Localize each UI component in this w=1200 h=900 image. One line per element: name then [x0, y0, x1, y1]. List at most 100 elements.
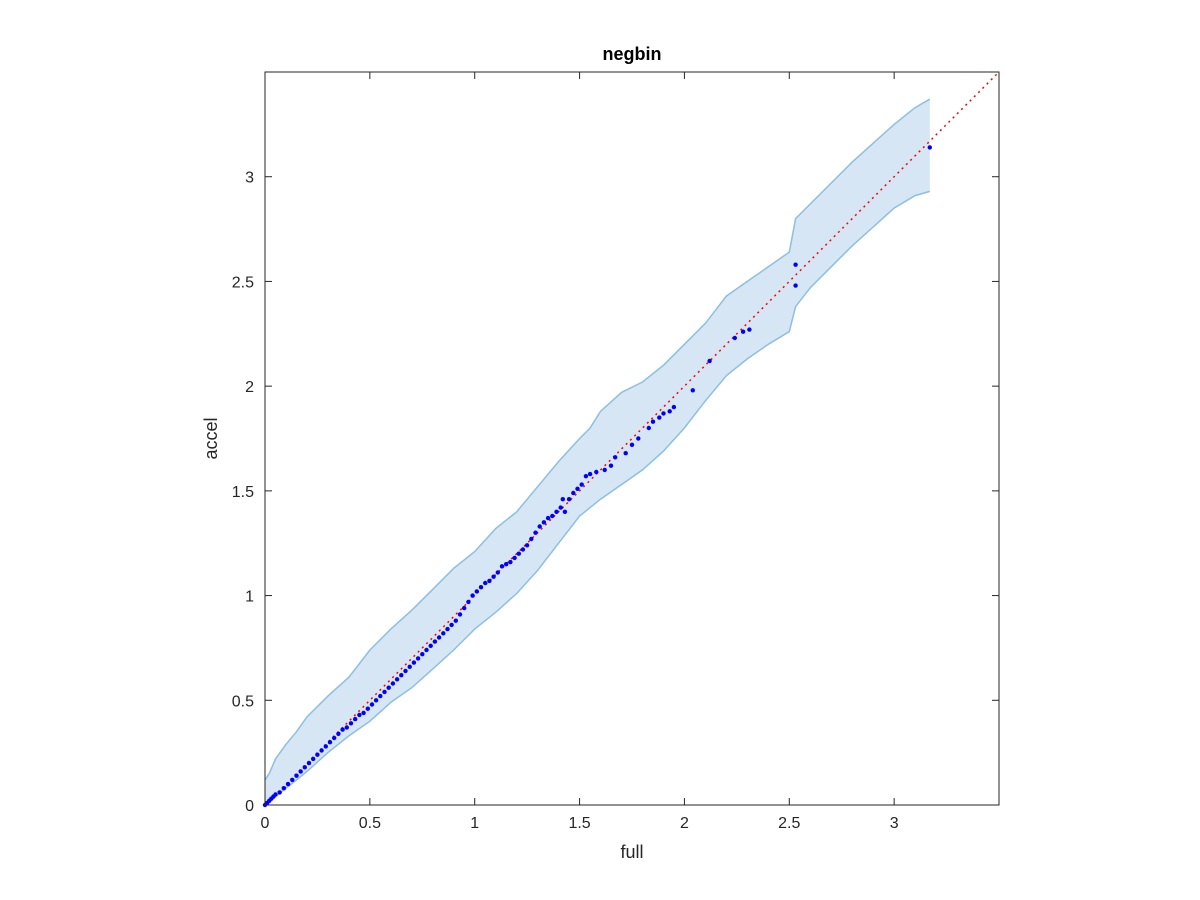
x-tick-label: 0: [261, 815, 270, 832]
y-tick-label: 1.5: [232, 484, 254, 501]
data-point: [483, 580, 488, 586]
x-tick-label: 3: [890, 815, 899, 832]
data-point: [623, 451, 628, 456]
data-point: [390, 681, 396, 686]
data-point: [348, 721, 354, 726]
data-point: [290, 777, 295, 783]
band-upper-edge: [264, 98, 931, 781]
data-point: [378, 693, 383, 699]
data-point: [394, 677, 400, 682]
data-point: [361, 710, 366, 716]
data-point: [537, 524, 542, 529]
data-point: [369, 702, 375, 707]
data-point: [554, 509, 559, 514]
data-point: [740, 329, 746, 334]
data-point: [646, 425, 651, 431]
data-point: [495, 570, 500, 575]
axes: 0 0.5 1 1.5 2 2.5 3 0 0.5 1 1.5 2 2.5 3: [232, 71, 1000, 832]
data-point: [608, 463, 614, 468]
data-point: [386, 685, 391, 690]
data-point: [281, 786, 287, 791]
data-point: [533, 530, 538, 535]
data-point: [575, 486, 580, 491]
data-point: [487, 578, 492, 584]
data-point: [650, 419, 656, 424]
data-point: [657, 415, 662, 420]
data-point: [545, 515, 551, 521]
data-point: [327, 740, 333, 745]
y-tick-label: 3: [245, 170, 254, 187]
data-point: [512, 555, 517, 561]
data-point: [558, 505, 563, 510]
data-point: [566, 497, 572, 502]
data-point: [466, 599, 471, 605]
data-point: [399, 673, 404, 678]
data-point: [636, 436, 641, 441]
data-point: [319, 748, 324, 753]
data-point: [411, 660, 417, 665]
data-point: [524, 543, 530, 548]
data-point: [441, 631, 446, 636]
data-point: [373, 698, 379, 703]
data-point: [541, 520, 547, 525]
data-point: [298, 769, 303, 774]
data-points: [262, 145, 932, 808]
data-point: [690, 388, 695, 393]
data-point: [594, 469, 599, 475]
data-point: [478, 585, 484, 590]
data-point: [453, 618, 458, 623]
data-point: [667, 409, 672, 414]
data-point: [462, 605, 467, 611]
data-point: [793, 283, 798, 288]
data-point: [583, 474, 589, 479]
y-tick-label: 2.5: [232, 274, 254, 291]
x-tick-label: 1.5: [568, 815, 590, 832]
data-point: [445, 626, 450, 632]
x-tick-label: 2.5: [778, 815, 800, 832]
data-point: [340, 727, 345, 732]
data-point: [499, 564, 505, 569]
data-point: [927, 145, 932, 150]
data-point: [344, 725, 349, 730]
data-point: [550, 513, 555, 519]
data-point: [357, 712, 362, 718]
data-point: [353, 716, 358, 722]
x-tick-label: 0.5: [359, 815, 381, 832]
data-point: [294, 773, 299, 778]
data-point: [436, 635, 442, 640]
data-point: [424, 647, 429, 653]
data-point: [474, 589, 479, 594]
data-point: [560, 497, 565, 502]
data-point: [571, 490, 576, 496]
y-tick-label: 0.5: [232, 693, 254, 710]
y-tick-label: 1: [245, 589, 254, 606]
data-point: [332, 735, 337, 741]
x-tick-label: 1: [470, 815, 479, 832]
data-point: [661, 411, 666, 416]
data-point: [529, 536, 534, 542]
data-point: [311, 756, 316, 762]
data-point: [382, 689, 387, 695]
data-point: [491, 574, 496, 579]
data-point: [707, 358, 712, 364]
y-tick-label: 2: [245, 379, 254, 396]
axes-box: [264, 71, 1000, 806]
confidence-band: [264, 98, 931, 806]
data-point: [562, 509, 568, 514]
data-point: [428, 643, 433, 648]
data-point: [323, 744, 328, 749]
data-point: [403, 668, 408, 674]
x-axis-label: full: [620, 842, 643, 862]
data-point: [470, 593, 475, 598]
data-point: [449, 622, 454, 628]
data-point: [415, 656, 421, 661]
y-axis-label: accel: [201, 417, 221, 459]
data-point: [602, 467, 607, 473]
data-point: [520, 547, 526, 552]
y-tick-label: 0: [245, 798, 254, 815]
band-lower-edge: [264, 190, 931, 806]
data-point: [613, 455, 618, 460]
chart-title: negbin: [603, 44, 662, 64]
data-point: [285, 781, 291, 787]
x-tick-label: 2: [680, 815, 689, 832]
